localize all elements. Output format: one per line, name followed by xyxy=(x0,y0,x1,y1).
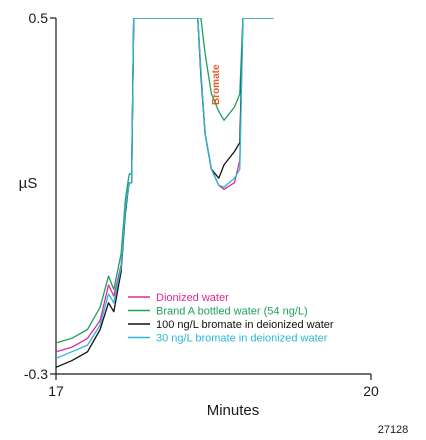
x-tick-label: 17 xyxy=(48,383,64,399)
legend: Dionized water Brand A bottled water (54 … xyxy=(128,292,334,345)
x-axis-title: Minutes xyxy=(207,402,260,419)
axis-ticks: 0.5 -0.317 20 xyxy=(24,10,379,399)
legend-label-1: Dionized water xyxy=(156,292,229,304)
legend-label-2: Brand A bottled water (54 ng/L) xyxy=(156,306,308,318)
series-layer xyxy=(56,18,274,368)
y-tick-label: 0.5 xyxy=(29,10,49,26)
legend-label-4: 30 ng/L bromate in deionized water xyxy=(156,333,328,345)
figure-id: 27128 xyxy=(378,424,409,436)
x-tick-label: 20 xyxy=(363,383,379,399)
y-tick-label: -0.3 xyxy=(24,366,48,382)
legend-label-3: 100 ng/L bromate in deionized water xyxy=(156,319,334,331)
series-line-2 xyxy=(56,18,274,344)
bromate-annotation: Bromate xyxy=(211,64,222,105)
y-axis-title: µS xyxy=(19,175,38,192)
series-line-4 xyxy=(56,18,274,359)
